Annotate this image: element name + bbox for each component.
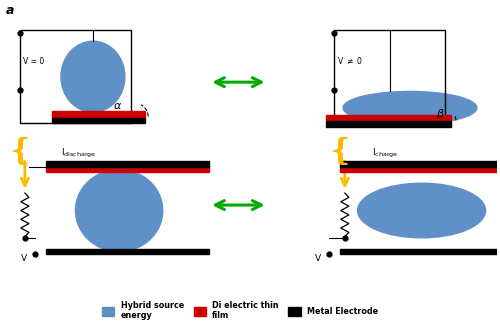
Ellipse shape — [358, 183, 486, 238]
Bar — [326, 121, 450, 127]
Bar — [326, 115, 450, 120]
Text: V $\neq$ 0: V $\neq$ 0 — [338, 55, 363, 66]
Bar — [46, 167, 209, 172]
Bar — [334, 30, 445, 123]
Text: I$_{\rm discharge}$: I$_{\rm discharge}$ — [61, 147, 96, 160]
Legend: Hybrid source
energy, Di electric thin
film, Metal Electrode: Hybrid source energy, Di electric thin f… — [98, 297, 382, 324]
Ellipse shape — [76, 170, 162, 252]
Bar — [340, 167, 500, 172]
Bar — [52, 118, 146, 123]
Text: V = 0: V = 0 — [23, 57, 44, 66]
Bar — [340, 249, 500, 254]
Bar — [52, 111, 146, 116]
Ellipse shape — [343, 92, 477, 124]
Bar — [20, 30, 131, 123]
Bar — [340, 161, 500, 167]
Text: $\beta$: $\beta$ — [436, 107, 445, 121]
Text: $\alpha$: $\alpha$ — [114, 101, 122, 111]
Text: I$_{\rm charge}$: I$_{\rm charge}$ — [372, 147, 398, 160]
Bar — [46, 161, 209, 167]
Text: V: V — [22, 254, 28, 263]
Text: ❴: ❴ — [328, 137, 353, 166]
Text: ❴: ❴ — [8, 137, 33, 166]
Ellipse shape — [61, 41, 125, 112]
Text: a: a — [6, 4, 14, 17]
Text: V: V — [315, 254, 322, 263]
Bar — [46, 249, 209, 254]
